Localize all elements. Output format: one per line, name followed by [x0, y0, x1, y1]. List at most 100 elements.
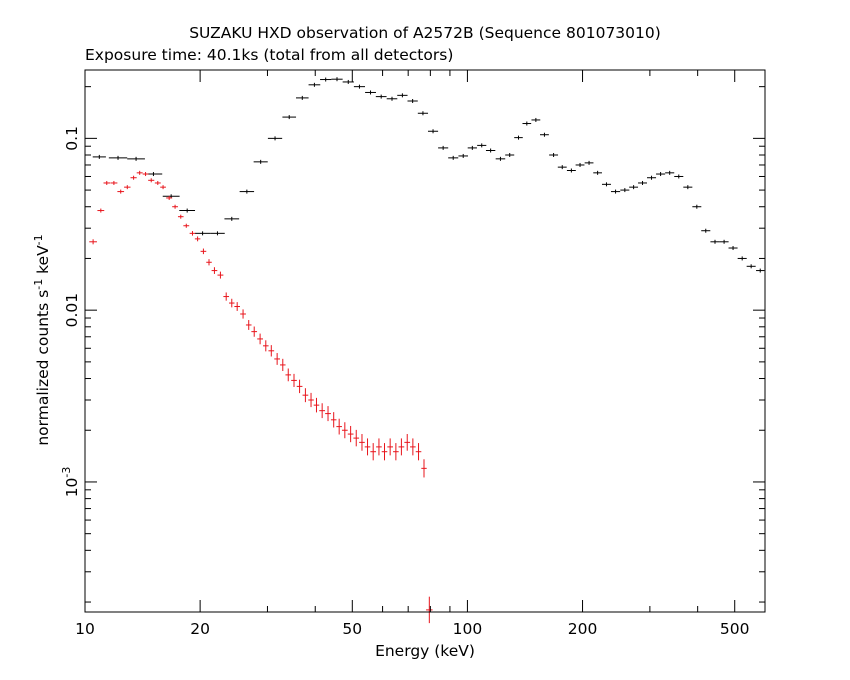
data-point — [319, 403, 326, 419]
y-tick-label: 0.01 — [63, 293, 81, 328]
data-point — [393, 443, 399, 461]
data-point — [280, 358, 286, 372]
data-point — [448, 155, 459, 160]
data-point — [540, 132, 549, 137]
data-point — [683, 185, 693, 190]
data-point — [549, 153, 559, 158]
data-point — [387, 438, 393, 456]
data-point — [136, 170, 143, 175]
data-point — [397, 93, 408, 98]
data-point — [421, 459, 427, 478]
data-point — [267, 136, 283, 141]
data-point — [194, 236, 201, 242]
data-point — [127, 156, 145, 161]
data-point — [200, 248, 207, 255]
data-point — [381, 443, 388, 461]
data-point — [398, 438, 405, 456]
data-point — [142, 172, 149, 177]
y-axis-label-energy-exponent: -1 — [32, 234, 45, 245]
data-point — [376, 438, 382, 456]
data-point — [692, 204, 702, 209]
plot-frame — [84, 69, 766, 613]
x-tick-label: 10 — [75, 620, 95, 638]
x-tick-label: 500 — [720, 620, 750, 638]
data-point — [154, 180, 161, 185]
data-point — [656, 172, 666, 177]
data-point — [206, 259, 212, 266]
data-point — [89, 239, 97, 245]
data-point — [257, 333, 263, 345]
data-point — [234, 302, 240, 311]
x-tick-label: 200 — [568, 620, 598, 638]
data-point — [638, 180, 648, 185]
data-point — [251, 326, 258, 337]
data-point — [189, 231, 196, 236]
data-point — [375, 94, 387, 99]
data-point — [166, 195, 173, 200]
data-point — [584, 160, 594, 165]
data-point — [117, 189, 125, 194]
data-point — [330, 412, 337, 428]
data-point — [291, 373, 297, 387]
data-point — [148, 178, 155, 183]
data-point — [308, 82, 321, 87]
data-point — [467, 145, 477, 150]
data-point — [728, 246, 738, 251]
data-point — [665, 170, 675, 175]
data-point — [239, 189, 255, 194]
data-point — [210, 231, 225, 236]
data-point — [223, 292, 230, 301]
data-point — [426, 596, 433, 624]
x-axis: 10 20 50 100 200 500 — [75, 70, 766, 638]
data-point — [364, 438, 371, 456]
data-point — [177, 214, 184, 219]
data-point — [756, 268, 765, 273]
data-point — [407, 99, 418, 104]
data-point — [262, 340, 269, 352]
data-point — [410, 438, 416, 456]
data-point — [629, 185, 639, 190]
data-point — [217, 271, 224, 279]
data-point — [531, 117, 541, 122]
data-point — [282, 115, 297, 120]
data-point — [325, 406, 331, 422]
data-point — [647, 175, 657, 180]
data-point — [320, 77, 332, 82]
data-point — [477, 143, 487, 148]
data-point — [229, 298, 235, 308]
y-tick-label-base: 10 — [63, 478, 81, 498]
data-point — [296, 379, 303, 394]
x-tick-label: 20 — [190, 620, 210, 638]
data-point — [285, 368, 292, 382]
y-tick-label: 0.1 — [63, 126, 81, 151]
chart-title: SUZAKU HXD observation of A2572B (Sequen… — [189, 24, 661, 42]
x-tick-label: 100 — [453, 620, 483, 638]
data-point — [253, 159, 268, 164]
data-point — [347, 425, 354, 443]
data-point — [295, 95, 309, 100]
series-gso — [89, 170, 433, 624]
data-point — [124, 185, 131, 190]
data-point — [274, 353, 281, 365]
data-point — [737, 256, 747, 261]
y-axis-label-counts-exponent: -1 — [32, 279, 45, 290]
data-point — [108, 155, 128, 160]
y-axis-label: normalized counts s-1 keV-1 — [32, 234, 52, 445]
data-point — [341, 422, 348, 439]
data-point — [505, 153, 515, 158]
data-point — [601, 182, 611, 187]
data-point — [746, 264, 756, 269]
data-point — [353, 429, 360, 447]
data-point — [365, 90, 376, 95]
x-axis-label: Energy (keV) — [375, 642, 475, 660]
y-axis: 0.1 0.01 10-3 — [60, 86, 765, 603]
y-tick-label-exponent: -3 — [60, 467, 73, 478]
data-point — [495, 156, 506, 161]
data-point — [575, 162, 585, 167]
data-point — [313, 397, 320, 413]
data-point — [211, 267, 218, 274]
data-point — [172, 204, 178, 209]
data-point — [92, 154, 106, 159]
